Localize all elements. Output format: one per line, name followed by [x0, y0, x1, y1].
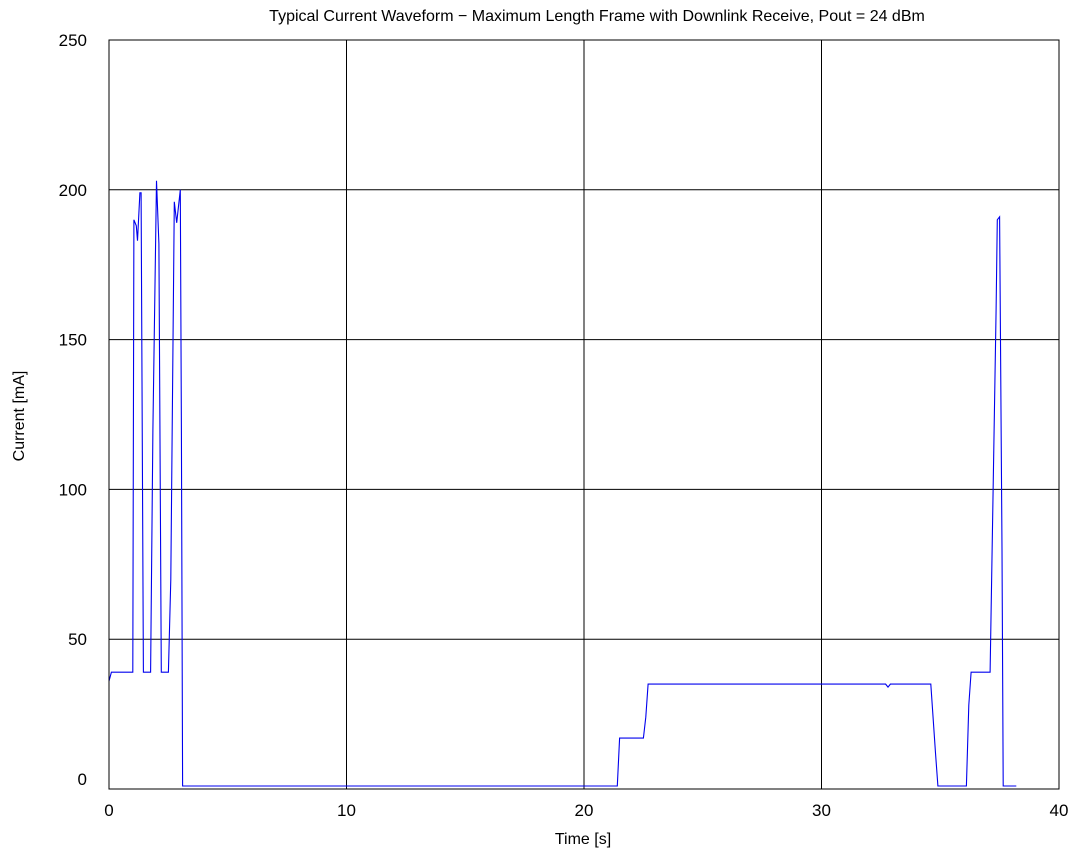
y-axis-label: Current [mA]: [11, 371, 28, 462]
y-tick-label: 150: [59, 331, 87, 350]
x-tick-label: 40: [1050, 801, 1069, 820]
x-axis-label: Time [s]: [555, 831, 611, 848]
y-tick-label: 50: [68, 630, 87, 649]
x-tick-label: 30: [812, 801, 831, 820]
series-group: [108, 180, 1017, 787]
chart-title: Typical Current Waveform − Maximum Lengt…: [269, 8, 925, 25]
plot-area-frame: [108, 39, 1060, 790]
x-tick-label: 10: [337, 801, 356, 820]
y-tick-label: 200: [59, 181, 87, 200]
y-tick-label: 0: [78, 770, 87, 789]
y-tick-label: 250: [59, 31, 87, 50]
y-tick-labels: 0 50 100 150 200 250: [59, 31, 87, 789]
grid-lines: [109, 40, 1059, 789]
x-tick-labels: 0 10 20 30 40: [104, 801, 1068, 820]
series-line-current: [108, 180, 1017, 787]
x-tick-label: 0: [104, 801, 113, 820]
x-tick-label: 20: [575, 801, 594, 820]
y-tick-label: 100: [59, 480, 87, 499]
